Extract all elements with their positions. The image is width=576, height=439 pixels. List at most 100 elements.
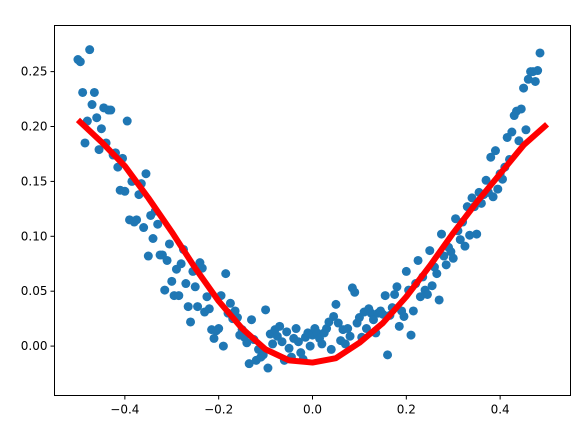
scatter-point: [204, 304, 214, 314]
scatter-point: [490, 146, 500, 156]
scatter-point: [139, 223, 149, 233]
scatter-point: [202, 292, 212, 302]
y-tick-label: 0.15: [21, 174, 48, 188]
scatter-point: [432, 269, 442, 279]
scatter-point: [186, 317, 196, 327]
scatter-point: [242, 338, 252, 348]
scatter-point: [275, 321, 285, 331]
scatter-point: [94, 145, 104, 155]
y-axis: 0.00 0.05 0.10 0.15 0.20 0.25: [21, 65, 55, 353]
scatter-point: [441, 260, 451, 270]
scatter-point: [284, 343, 294, 353]
scatter-point: [96, 124, 106, 134]
scatter-point: [282, 327, 292, 337]
scatter-point: [277, 337, 287, 347]
scatter-point: [268, 339, 278, 349]
scatter-point: [190, 282, 200, 292]
scatter-point: [263, 363, 273, 373]
scatter-point: [183, 302, 193, 312]
scatter-point: [361, 324, 371, 334]
scatter-point: [401, 266, 411, 276]
scatter-point: [209, 333, 219, 343]
scatter-point: [427, 281, 437, 291]
scatter-point: [78, 87, 88, 97]
scatter-point: [305, 341, 315, 351]
x-tick-label: 0.4: [491, 403, 510, 417]
scatter-point: [350, 287, 360, 297]
y-tick-label: 0.20: [21, 120, 48, 134]
scatter-point: [472, 229, 482, 239]
scatter-point: [465, 230, 475, 240]
scatter-point: [181, 279, 191, 289]
scatter-point: [535, 48, 545, 58]
y-tick-label: 0.10: [21, 229, 48, 243]
y-tick-label: 0.00: [21, 339, 48, 353]
scatter-point: [519, 83, 529, 93]
scatter-point: [92, 113, 102, 123]
scatter-point: [390, 289, 400, 299]
scatter-point: [493, 184, 503, 194]
scatter-point: [326, 344, 336, 354]
scatter-point: [451, 214, 461, 224]
scatter-point: [392, 282, 402, 292]
scatter-point: [85, 45, 95, 55]
scatter-point: [218, 341, 228, 351]
scatter-point: [425, 246, 435, 256]
scatter-point: [437, 229, 446, 239]
scatter-point: [132, 215, 142, 225]
scatter-point: [193, 302, 203, 312]
scatter-point: [514, 136, 524, 146]
scatter-point: [413, 255, 423, 265]
scatter-point: [106, 105, 116, 115]
scatter-point: [486, 152, 496, 162]
scatter-point: [75, 57, 85, 67]
scatter-point: [523, 74, 533, 84]
scatter-point: [399, 311, 409, 321]
fit-line-series: [75, 117, 550, 366]
scatter-point: [261, 305, 271, 315]
scatter-point: [380, 291, 390, 301]
scatter-point: [481, 175, 491, 185]
scatter-point: [343, 324, 353, 334]
x-tick-label: 0.2: [397, 403, 416, 417]
scatter-point: [120, 186, 130, 196]
scatter-point: [87, 100, 97, 110]
scatter-point: [394, 321, 404, 331]
scatter-point: [221, 269, 231, 279]
scatter-point: [533, 66, 543, 76]
scatter-point: [467, 193, 477, 203]
scatter-point: [448, 253, 458, 263]
scatter-point: [122, 116, 132, 126]
scatter-point: [516, 104, 526, 114]
scatter-point: [422, 289, 432, 299]
scatter-point: [368, 315, 378, 325]
scatter-point: [333, 318, 343, 328]
scatter-point: [291, 324, 301, 334]
scatter-point: [176, 259, 186, 269]
scatter-point: [507, 127, 517, 137]
scatter-point: [383, 350, 393, 360]
scatter-point: [345, 331, 355, 341]
x-axis: −0.4 −0.2 0.0 0.2 0.4: [110, 395, 510, 417]
scatter-point: [488, 192, 498, 202]
x-tick-label: −0.4: [110, 403, 139, 417]
scatter-point: [530, 76, 540, 86]
scatter-point: [415, 292, 425, 302]
scatter-point: [225, 298, 235, 308]
scatter-point: [80, 138, 90, 148]
x-tick-label: −0.2: [204, 403, 233, 417]
scatter-point: [148, 234, 158, 243]
scatter-point: [293, 337, 303, 347]
x-tick-label: 0.0: [303, 403, 322, 417]
scatter-point: [521, 125, 531, 135]
scatter-point: [214, 324, 224, 334]
scatter-point: [455, 235, 465, 245]
scatter-point: [174, 291, 184, 301]
scatter-point: [247, 315, 257, 325]
scatter-point: [89, 87, 99, 97]
y-tick-label: 0.05: [21, 284, 48, 298]
scatter-point: [164, 239, 174, 249]
fit-line: [75, 117, 550, 366]
